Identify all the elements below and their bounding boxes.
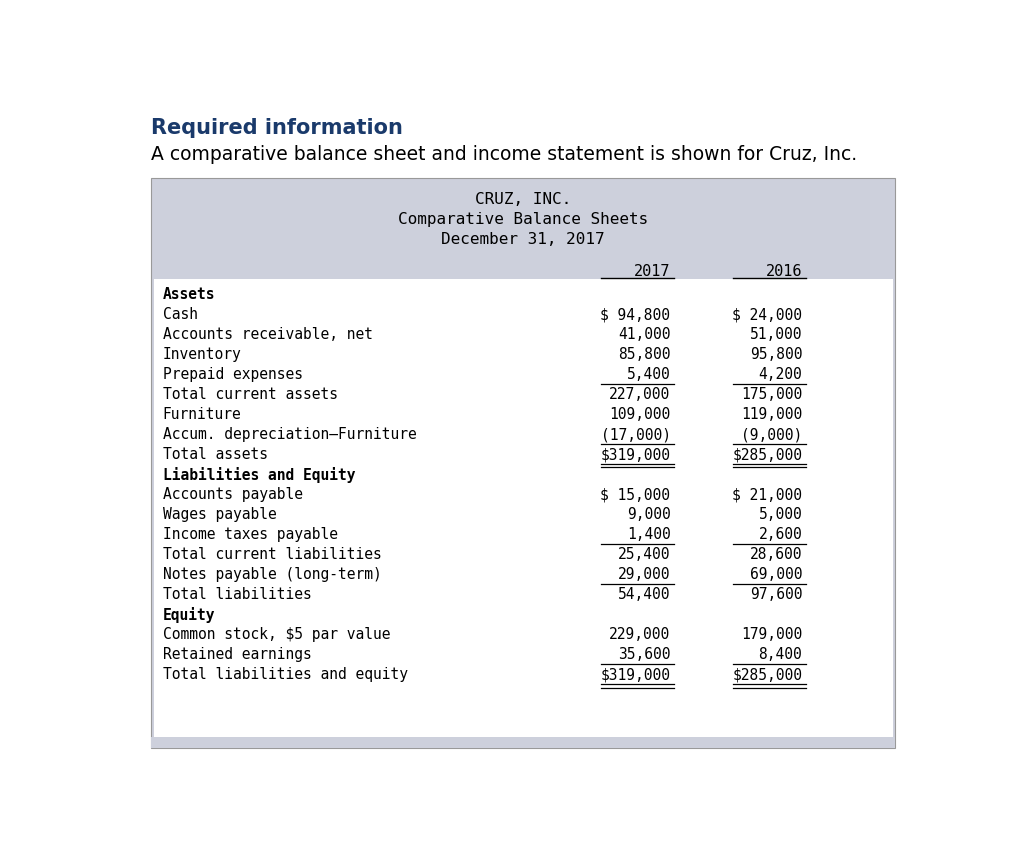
Text: Accum. depreciation–Furniture: Accum. depreciation–Furniture [163, 427, 417, 442]
Text: 29,000: 29,000 [618, 568, 671, 582]
Text: Liabilities and Equity: Liabilities and Equity [163, 467, 355, 484]
FancyBboxPatch shape [154, 279, 893, 746]
Text: Comparative Balance Sheets: Comparative Balance Sheets [398, 211, 648, 227]
Text: Total liabilities and equity: Total liabilities and equity [163, 667, 408, 683]
Text: Prepaid expenses: Prepaid expenses [163, 367, 303, 382]
FancyBboxPatch shape [152, 178, 895, 747]
Text: 35,600: 35,600 [618, 648, 671, 662]
Text: Total assets: Total assets [163, 448, 268, 462]
Text: 2016: 2016 [766, 264, 802, 279]
Text: 227,000: 227,000 [609, 387, 671, 402]
Text: 229,000: 229,000 [609, 627, 671, 643]
Text: $ 24,000: $ 24,000 [732, 308, 802, 322]
Text: 95,800: 95,800 [750, 347, 802, 362]
Text: $ 15,000: $ 15,000 [600, 487, 671, 503]
Text: Accounts receivable, net: Accounts receivable, net [163, 327, 373, 342]
Text: 5,000: 5,000 [759, 508, 802, 522]
Text: 9,000: 9,000 [627, 508, 671, 522]
Text: 41,000: 41,000 [618, 327, 671, 342]
Text: 4,200: 4,200 [759, 367, 802, 382]
Text: Total current liabilities: Total current liabilities [163, 547, 382, 563]
Text: 1,400: 1,400 [627, 527, 671, 542]
Text: Total liabilities: Total liabilities [163, 588, 311, 602]
Text: Retained earnings: Retained earnings [163, 648, 311, 662]
Text: CRUZ, INC.: CRUZ, INC. [475, 192, 571, 207]
Text: $ 21,000: $ 21,000 [732, 487, 802, 503]
Text: (9,000): (9,000) [741, 427, 802, 442]
Text: 179,000: 179,000 [741, 627, 802, 643]
Text: (17,000): (17,000) [600, 427, 671, 442]
Text: Cash: Cash [163, 308, 198, 322]
Text: Notes payable (long-term): Notes payable (long-term) [163, 568, 382, 582]
Text: $319,000: $319,000 [600, 667, 671, 683]
Text: 25,400: 25,400 [618, 547, 671, 563]
Text: Wages payable: Wages payable [163, 508, 276, 522]
Text: Total current assets: Total current assets [163, 387, 338, 402]
Text: 109,000: 109,000 [609, 407, 671, 423]
Text: Furniture: Furniture [163, 407, 242, 423]
Text: Assets: Assets [163, 287, 215, 302]
Text: Inventory: Inventory [163, 347, 242, 362]
Text: $319,000: $319,000 [600, 448, 671, 462]
FancyBboxPatch shape [152, 737, 895, 747]
Text: Required information: Required information [152, 118, 403, 137]
Text: 54,400: 54,400 [618, 588, 671, 602]
Text: 85,800: 85,800 [618, 347, 671, 362]
Text: 5,400: 5,400 [627, 367, 671, 382]
Text: December 31, 2017: December 31, 2017 [441, 232, 605, 247]
Text: Common stock, $5 par value: Common stock, $5 par value [163, 627, 390, 643]
Text: $285,000: $285,000 [732, 667, 802, 683]
Text: 97,600: 97,600 [750, 588, 802, 602]
Text: 119,000: 119,000 [741, 407, 802, 423]
Text: Equity: Equity [163, 607, 215, 624]
Text: 69,000: 69,000 [750, 568, 802, 582]
Text: $ 94,800: $ 94,800 [600, 308, 671, 322]
Text: 2017: 2017 [634, 264, 671, 279]
Text: 8,400: 8,400 [759, 648, 802, 662]
Text: Income taxes payable: Income taxes payable [163, 527, 338, 542]
Text: $285,000: $285,000 [732, 448, 802, 462]
Text: 28,600: 28,600 [750, 547, 802, 563]
Text: 175,000: 175,000 [741, 387, 802, 402]
Text: A comparative balance sheet and income statement is shown for Cruz, Inc.: A comparative balance sheet and income s… [152, 144, 857, 164]
Text: 51,000: 51,000 [750, 327, 802, 342]
Text: Accounts payable: Accounts payable [163, 487, 303, 503]
Text: 2,600: 2,600 [759, 527, 802, 542]
